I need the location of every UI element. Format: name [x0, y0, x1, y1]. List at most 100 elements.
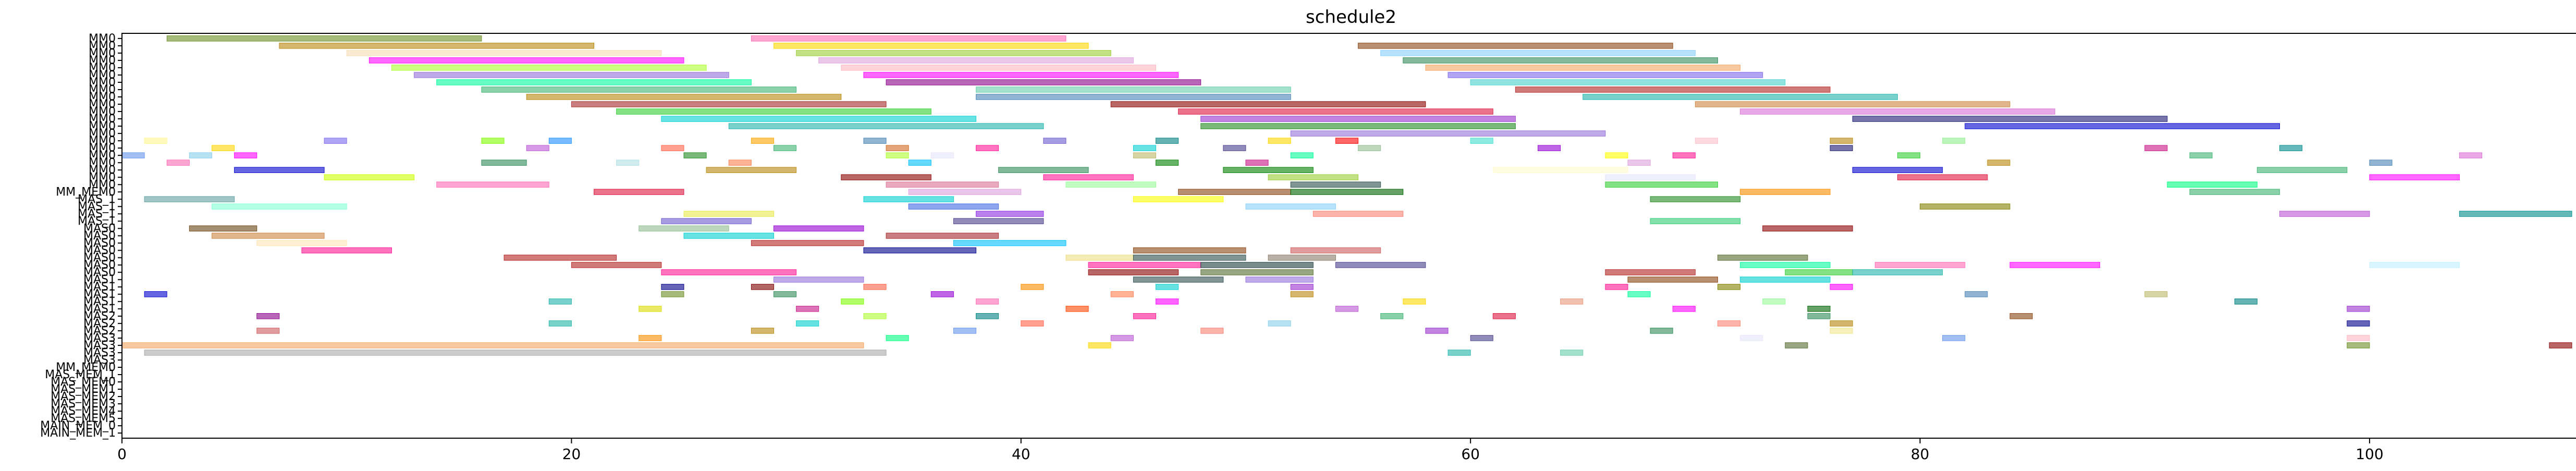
task-bar	[2549, 342, 2572, 349]
task-bar	[1268, 320, 1291, 327]
chart-title: schedule2	[1306, 7, 1396, 28]
task-bar	[661, 283, 684, 290]
task-bar	[1200, 269, 1314, 276]
task-bar	[1762, 298, 1786, 305]
task-bar	[1583, 94, 1898, 100]
y-tick-label: MM0	[89, 149, 116, 162]
task-bar	[1380, 50, 1696, 56]
task-bar	[930, 291, 954, 298]
task-bar	[211, 203, 347, 210]
task-bar	[1178, 189, 1291, 195]
task-bar	[773, 276, 864, 283]
task-bar	[594, 189, 684, 195]
task-bar	[661, 116, 977, 122]
task-bar	[976, 145, 999, 151]
task-bar	[571, 101, 887, 107]
task-bar	[144, 291, 167, 298]
y-tick-label: MAS_1	[78, 193, 116, 206]
task-bar	[279, 43, 595, 49]
task-bar	[436, 79, 752, 85]
task-bar	[2279, 210, 2370, 217]
task-bar	[818, 57, 1134, 64]
y-tick-label: MM_MEM0	[56, 185, 116, 199]
task-bar	[1807, 313, 1831, 319]
task-bar	[2009, 262, 2100, 268]
y-tick-label: MAS1	[83, 303, 116, 316]
task-bar	[683, 232, 774, 239]
task-bar	[1448, 72, 1763, 78]
y-tick-label: MAS3	[83, 339, 116, 352]
task-bar	[1155, 159, 1179, 166]
task-bar	[953, 328, 977, 334]
task-bar	[2009, 313, 2033, 319]
task-bar	[548, 320, 572, 327]
task-bar	[1560, 298, 1584, 305]
y-tick-label: MAS1	[83, 274, 116, 287]
task-bar	[1425, 328, 1449, 334]
y-tick-label: MM0	[89, 142, 116, 155]
x-tick-label: 100	[2356, 445, 2383, 463]
task-bar	[773, 225, 864, 232]
task-bar	[2369, 159, 2393, 166]
task-bar	[1807, 305, 1831, 312]
task-bar	[661, 291, 684, 298]
task-bar	[1200, 328, 1224, 334]
task-bar	[1987, 159, 2010, 166]
task-bar	[1538, 145, 1561, 151]
y-axis: MM0MM0MM0MM0MM0MM0MM0MM0MM0MM0MM0MM0MM0M…	[40, 32, 122, 440]
task-bar	[751, 35, 1066, 42]
task-bar	[1897, 174, 1988, 181]
task-bar	[953, 240, 1066, 246]
task-bar	[526, 145, 549, 151]
task-bar	[886, 79, 1201, 85]
y-tick-label: MAS_1	[78, 215, 116, 228]
task-bar	[1740, 276, 1831, 283]
task-bar	[1672, 305, 1696, 312]
task-bar	[1942, 138, 1966, 144]
task-bar	[1178, 108, 1493, 115]
y-tick-label: MM0	[89, 54, 116, 67]
task-bar	[841, 174, 931, 181]
task-bar	[1717, 254, 1808, 261]
task-bar	[773, 291, 797, 298]
task-bar	[1740, 108, 2055, 115]
y-tick-label: MAS2	[83, 325, 116, 338]
task-bar	[1110, 101, 1426, 107]
task-bar	[1448, 350, 1471, 356]
y-tick-label: MM0	[89, 178, 116, 191]
task-bar	[1605, 269, 1696, 276]
task-bar	[1335, 305, 1359, 312]
task-bar	[930, 152, 954, 158]
y-tick-label: MM0	[89, 134, 116, 147]
task-bar	[2369, 262, 2460, 268]
task-bar	[1021, 283, 1044, 290]
task-bar	[1965, 291, 1988, 298]
task-bar	[1627, 159, 1651, 166]
task-bar	[1717, 320, 1741, 327]
task-bar	[976, 298, 999, 305]
task-bar	[886, 181, 999, 188]
y-tick-label: MAS_1	[78, 207, 116, 220]
task-bar	[908, 159, 931, 166]
y-tick-label: MM0	[89, 32, 116, 45]
task-bar	[234, 152, 257, 158]
task-bar	[1065, 254, 1134, 261]
task-bar	[1245, 276, 1314, 283]
task-bar	[1425, 65, 1741, 71]
task-bar	[1110, 335, 1134, 341]
task-bar	[481, 159, 527, 166]
task-bar	[976, 313, 999, 319]
task-bar	[2459, 152, 2483, 158]
task-bar	[639, 335, 662, 341]
task-bar	[773, 145, 797, 151]
task-bar	[1335, 262, 1426, 268]
task-bar	[1627, 291, 1651, 298]
task-bar	[1470, 79, 1786, 85]
task-bar	[863, 138, 887, 144]
task-bar	[1920, 203, 2010, 210]
y-tick-label: MAS0	[83, 266, 116, 279]
task-bar	[1852, 116, 2168, 122]
task-bar	[144, 138, 167, 144]
y-tick-label: MM0	[89, 171, 116, 184]
